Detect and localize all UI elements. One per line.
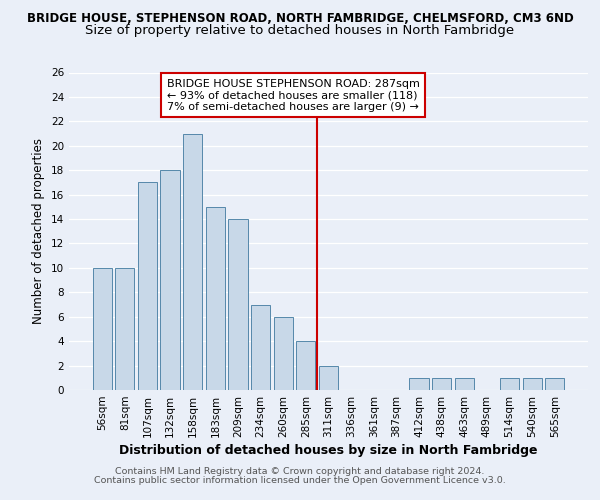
Bar <box>274 316 293 390</box>
Bar <box>409 378 428 390</box>
Bar <box>523 378 542 390</box>
Text: Size of property relative to detached houses in North Fambridge: Size of property relative to detached ho… <box>85 24 515 37</box>
Bar <box>115 268 134 390</box>
Bar <box>183 134 202 390</box>
Bar <box>455 378 474 390</box>
X-axis label: Distribution of detached houses by size in North Fambridge: Distribution of detached houses by size … <box>119 444 538 457</box>
Text: BRIDGE HOUSE, STEPHENSON ROAD, NORTH FAMBRIDGE, CHELMSFORD, CM3 6ND: BRIDGE HOUSE, STEPHENSON ROAD, NORTH FAM… <box>26 12 574 26</box>
Bar <box>432 378 451 390</box>
Bar <box>500 378 519 390</box>
Bar <box>138 182 157 390</box>
Text: BRIDGE HOUSE STEPHENSON ROAD: 287sqm
← 93% of detached houses are smaller (118)
: BRIDGE HOUSE STEPHENSON ROAD: 287sqm ← 9… <box>167 78 419 112</box>
Bar <box>296 341 316 390</box>
Text: Contains public sector information licensed under the Open Government Licence v3: Contains public sector information licen… <box>94 476 506 485</box>
Bar <box>545 378 565 390</box>
Y-axis label: Number of detached properties: Number of detached properties <box>32 138 46 324</box>
Bar <box>92 268 112 390</box>
Bar <box>160 170 180 390</box>
Bar <box>319 366 338 390</box>
Bar <box>206 207 225 390</box>
Bar <box>251 304 270 390</box>
Text: Contains HM Land Registry data © Crown copyright and database right 2024.: Contains HM Land Registry data © Crown c… <box>115 468 485 476</box>
Bar <box>229 219 248 390</box>
